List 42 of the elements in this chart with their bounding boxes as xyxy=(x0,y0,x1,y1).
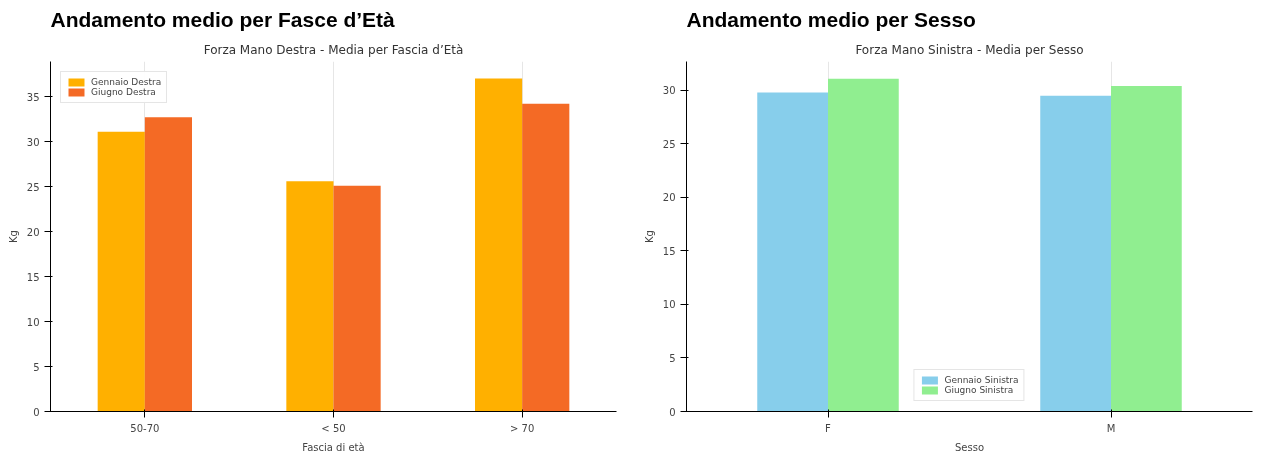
chart-subtitle: Forza Mano Sinistra - Media per Sesso xyxy=(855,42,1084,57)
bar xyxy=(333,185,381,412)
y-tick-label: 30 xyxy=(662,85,676,97)
y-tick-label: 30 xyxy=(26,136,40,148)
y-tick-label: 15 xyxy=(662,245,676,257)
bar xyxy=(522,103,570,412)
y-axis-title: Kg xyxy=(643,230,655,243)
chart-title: Andamento medio per Fasce d’Età xyxy=(50,7,396,31)
x-tick-label: < 50 xyxy=(321,422,346,434)
x-tick-label: M xyxy=(1106,422,1116,434)
legend-label: Giugno Sinistra xyxy=(944,385,1014,395)
bar xyxy=(475,78,523,412)
bar xyxy=(1111,86,1182,412)
y-tick-label: 10 xyxy=(26,316,40,328)
y-tick-label: 25 xyxy=(26,181,40,193)
bar xyxy=(828,78,899,412)
bar xyxy=(97,131,145,412)
chart-title: Andamento medio per Sesso xyxy=(686,7,976,31)
y-tick-label: 10 xyxy=(662,299,676,311)
y-tick-label: 0 xyxy=(669,406,676,418)
x-tick-label: F xyxy=(825,422,832,434)
y-tick-label: 5 xyxy=(33,361,40,373)
y-axis-title: Kg xyxy=(7,230,19,243)
y-tick-label: 5 xyxy=(669,352,676,364)
y-tick-label: 25 xyxy=(662,138,676,150)
bar xyxy=(286,181,334,412)
bar xyxy=(144,117,192,412)
legend-label: Gennaio Sinistra xyxy=(944,375,1019,385)
chart-subtitle: Forza Mano Destra - Media per Fascia d’Età xyxy=(203,42,464,57)
x-tick-label: > 70 xyxy=(510,422,535,434)
y-tick-label: 15 xyxy=(26,271,40,283)
y-tick-label: 20 xyxy=(662,192,676,204)
bar xyxy=(1040,95,1111,412)
y-tick-label: 20 xyxy=(26,226,40,238)
y-tick-label: 35 xyxy=(26,91,40,103)
legend-label: Gennaio Destra xyxy=(91,77,162,87)
bar xyxy=(757,92,828,412)
y-tick-label: 0 xyxy=(33,406,40,418)
legend-label: Giugno Destra xyxy=(91,87,156,97)
x-axis-title: Sesso xyxy=(954,441,985,453)
x-axis-title: Fascia di età xyxy=(302,441,365,453)
x-tick-label: 50-70 xyxy=(130,422,160,434)
